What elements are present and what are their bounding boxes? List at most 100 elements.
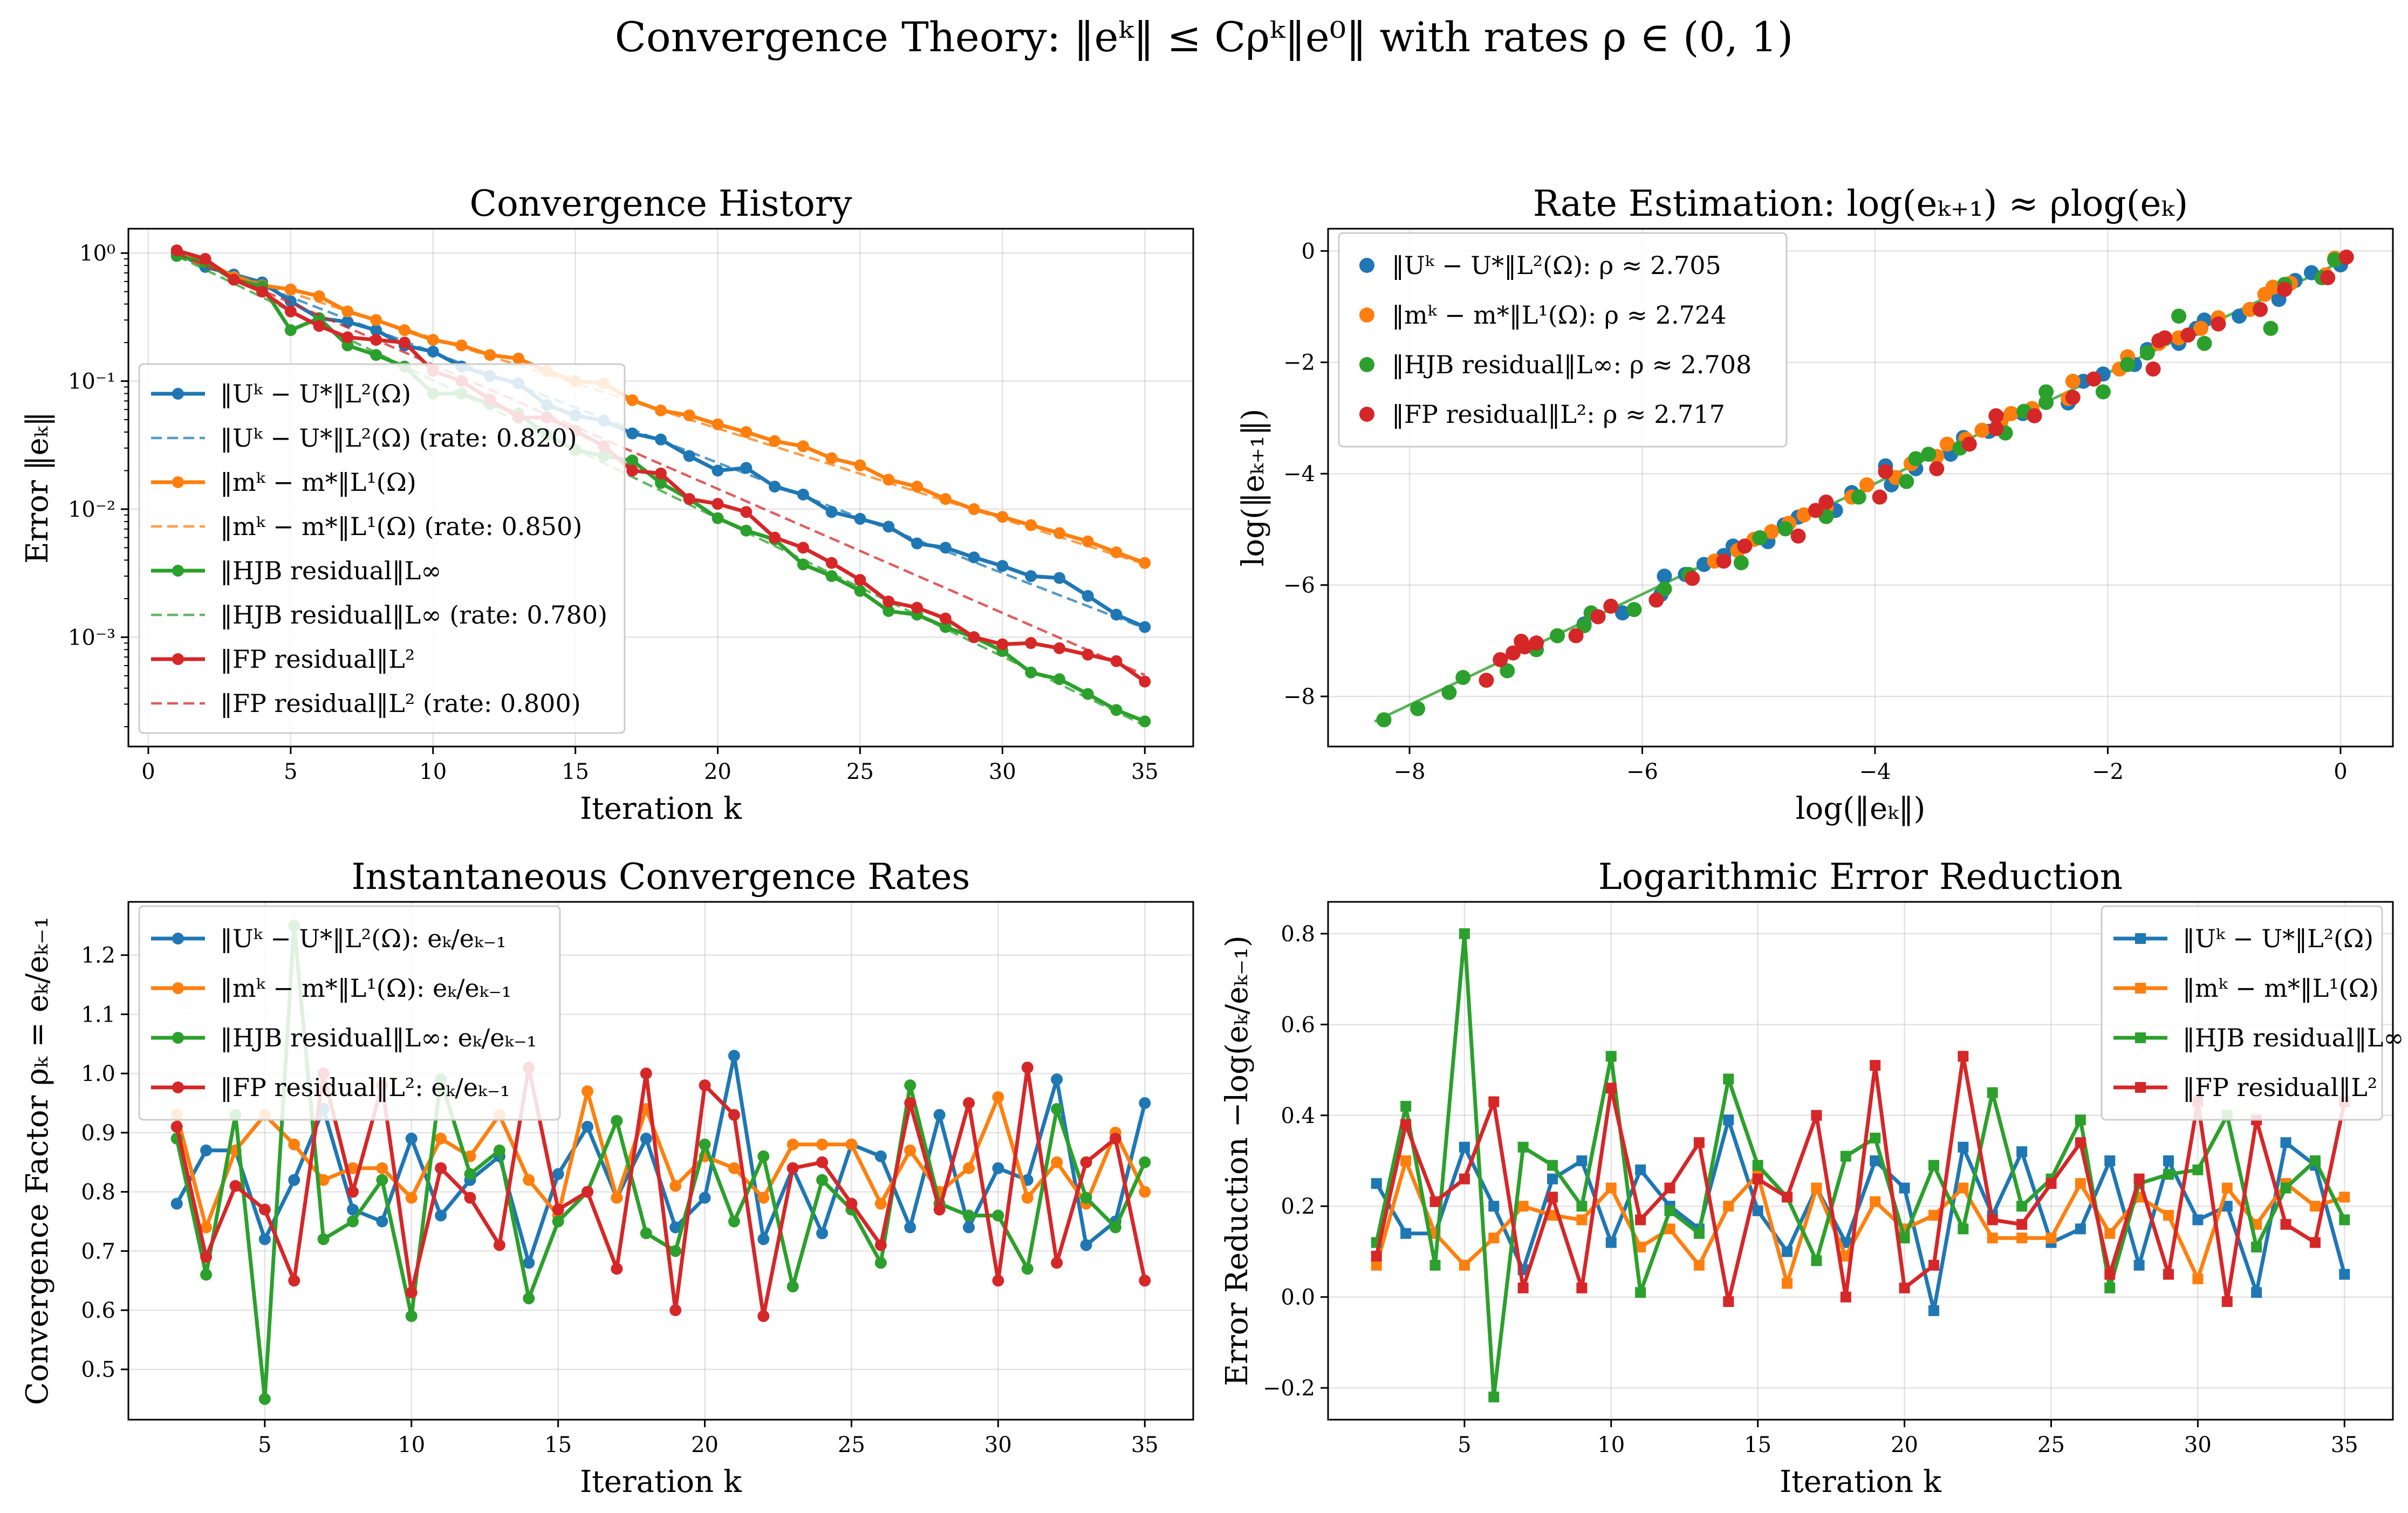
x-tick-label: 30 (2184, 1433, 2212, 1457)
series-marker (992, 1209, 1004, 1222)
series-marker (904, 1144, 916, 1156)
legend-marker (2135, 1082, 2146, 1093)
series-marker (2016, 1218, 2028, 1230)
series-marker (854, 574, 866, 586)
series-marker (1110, 704, 1123, 716)
series-marker (1664, 1223, 1675, 1235)
series-marker (582, 1085, 594, 1098)
series-marker (1139, 1186, 1151, 1198)
series-marker (376, 1162, 388, 1174)
series-marker (683, 493, 695, 505)
scatter-point (1657, 581, 1672, 597)
series-marker (1082, 535, 1094, 547)
legend-label: ‖HJB residual‖L∞ (2183, 1023, 2404, 1052)
series-marker (996, 511, 1009, 523)
scatter-point (1648, 592, 1664, 608)
scatter-point (1550, 628, 1565, 643)
x-tick-label: 0 (141, 759, 155, 784)
scatter-point (1859, 477, 1875, 492)
series-marker (611, 1114, 623, 1127)
series-marker (1664, 1182, 1675, 1194)
legend-handle (1359, 307, 1374, 323)
y-tick-label: 0.8 (1281, 922, 1315, 947)
legend-box (1338, 232, 1788, 448)
scatter-point (1685, 571, 1700, 586)
legend: ‖Uᵏ − U*‖L²(Ω) ‖Uᵏ − U*‖L²(Ω) (rate: 0.82… (138, 363, 626, 734)
series-marker (288, 1138, 300, 1151)
series-marker (1021, 1263, 1034, 1275)
series-marker (962, 1221, 975, 1234)
x-tick-label: 20 (1891, 1433, 1918, 1457)
series-marker (552, 1168, 564, 1180)
series-marker (1576, 1155, 1588, 1166)
x-tick-label: 10 (1597, 1433, 1625, 1457)
series-marker (757, 1150, 770, 1162)
series-marker (962, 1209, 975, 1222)
series-marker (640, 1067, 652, 1080)
series-marker (284, 324, 297, 337)
series-marker (816, 1174, 829, 1186)
scatter-point (1441, 684, 1457, 700)
x-tick-label: 30 (984, 1433, 1012, 1457)
series-marker (699, 1192, 711, 1204)
series-marker (854, 459, 866, 471)
series-marker (1605, 1182, 1617, 1194)
x-axis-label: Iteration k (580, 791, 742, 826)
series-marker (992, 1091, 1004, 1104)
legend-marker (172, 565, 184, 577)
legend-marker (172, 388, 184, 400)
series-marker (797, 440, 809, 453)
series-marker (2016, 1233, 2028, 1244)
series-marker (1958, 1223, 1969, 1235)
scatter-point (1929, 461, 1945, 476)
y-axis-label: Error Reduction −log(eₖ/eₖ₋₁) (1220, 935, 1255, 1386)
series-marker (968, 503, 980, 515)
series-marker (200, 1269, 213, 1281)
legend-label: ‖Uᵏ − U*‖L²(Ω) (rate: 0.820) (220, 423, 577, 453)
series-marker (904, 1221, 916, 1234)
scatter-point (2120, 357, 2136, 372)
series-marker (845, 1197, 858, 1210)
series-marker (2046, 1178, 2057, 1189)
scatter-point (1603, 598, 1619, 614)
scatter-point (1576, 618, 1592, 633)
y-tick-label: 0.2 (1281, 1194, 1315, 1219)
scatter-point (2257, 286, 2273, 302)
series-marker (2192, 1214, 2204, 1226)
y-tick-label: 0.9 (81, 1121, 115, 1146)
scatter-point (1506, 645, 1521, 661)
legend-label: ‖FP residual‖L²: ρ ≈ 2.717 (1392, 400, 1725, 429)
series-marker (2221, 1201, 2233, 1212)
legend-label: ‖mᵏ − m*‖L¹(Ω) (2183, 974, 2379, 1003)
series-marker (728, 1050, 740, 1062)
y-tick-label: 0 (1302, 239, 1315, 264)
x-tick-label: 20 (691, 1433, 719, 1457)
series-marker (655, 467, 667, 480)
scatter-point (1479, 673, 1494, 688)
series-marker (1605, 1237, 1617, 1248)
x-tick-label: −6 (1626, 759, 1658, 784)
x-tick-label: 30 (989, 759, 1016, 784)
series-marker (370, 314, 382, 326)
series-marker (1517, 1141, 1529, 1153)
series-marker (1109, 1221, 1121, 1234)
legend-handle (1359, 357, 1374, 372)
series-marker (2163, 1169, 2174, 1180)
y-tick-label: 0.5 (81, 1358, 115, 1382)
series-marker (435, 1132, 447, 1145)
y-tick-label: 10⁻³ (68, 625, 115, 650)
series-marker (1782, 1192, 1793, 1203)
y-tick-label: −8 (1283, 684, 1315, 709)
scatter-point (1517, 639, 1533, 655)
series-marker (626, 454, 639, 467)
series-marker (347, 1186, 359, 1198)
scatter-point (2242, 302, 2258, 317)
scatter-point (1590, 609, 1606, 625)
series-marker (1605, 1083, 1617, 1094)
x-tick-label: 25 (838, 1433, 865, 1457)
x-tick-label: 10 (398, 1433, 425, 1457)
scatter-point (1921, 447, 1937, 462)
series-marker (825, 557, 838, 569)
legend-label: ‖mᵏ − m*‖L¹(Ω): ρ ≈ 2.724 (1392, 300, 1726, 330)
